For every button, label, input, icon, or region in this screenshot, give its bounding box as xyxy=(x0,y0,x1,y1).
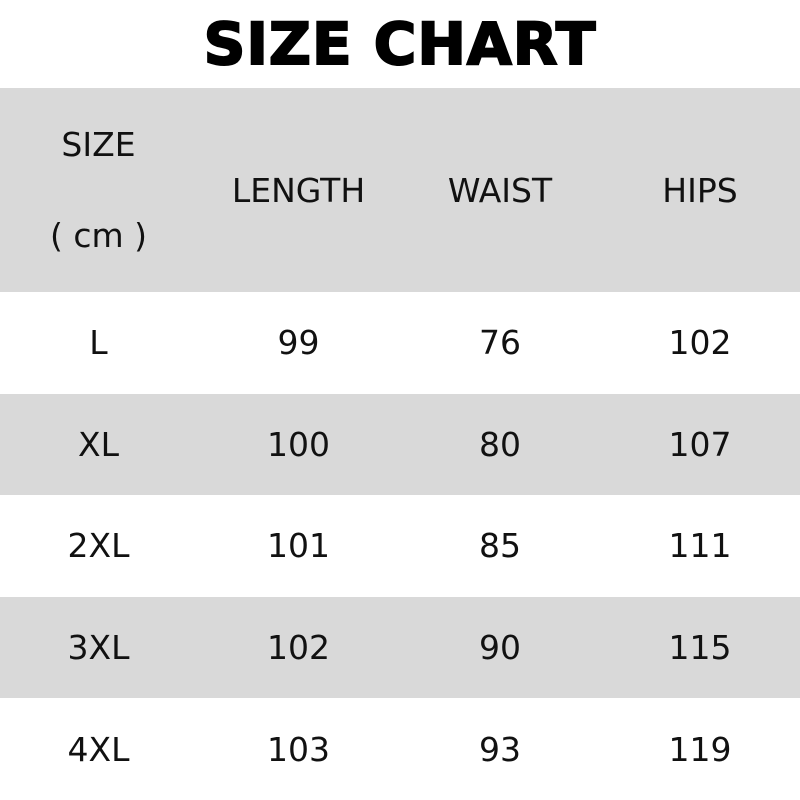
table-row: 2XL 101 85 111 xyxy=(0,495,800,597)
cell-size: 4XL xyxy=(67,729,130,769)
cell-waist: 80 xyxy=(479,424,521,464)
table-row: XL 100 80 107 xyxy=(0,393,800,496)
header-hips: HIPS xyxy=(662,170,738,210)
cell-hips: 111 xyxy=(668,526,732,566)
header-size: SIZE ( cm ) xyxy=(0,125,197,255)
cell-waist: 76 xyxy=(479,323,521,363)
cell-length: 101 xyxy=(267,526,330,566)
cell-hips: 119 xyxy=(668,729,732,769)
header-unit-label: ( cm ) xyxy=(49,216,148,255)
header-waist: WAIST xyxy=(447,170,553,210)
cell-length: 99 xyxy=(277,323,320,363)
cell-waist: 93 xyxy=(479,729,521,769)
page-title: SIZE CHART xyxy=(203,9,597,79)
cell-length: 103 xyxy=(267,729,330,769)
cell-length: 102 xyxy=(267,628,330,668)
header-length: LENGTH xyxy=(231,170,366,210)
cell-length: 100 xyxy=(267,424,330,464)
cell-size: L xyxy=(89,323,108,363)
table-row: 3XL 102 90 115 xyxy=(0,596,800,699)
table-row: 4XL 103 93 119 xyxy=(0,698,800,800)
size-table: SIZE ( cm ) LENGTH WAIST HIPS L 99 76 102 XL… xyxy=(0,88,800,800)
table-header: SIZE ( cm ) LENGTH WAIST HIPS xyxy=(0,88,800,292)
cell-size: XL xyxy=(78,424,119,464)
cell-waist: 85 xyxy=(479,526,521,566)
cell-hips: 102 xyxy=(668,323,732,363)
cell-hips: 107 xyxy=(668,424,732,464)
cell-size: 3XL xyxy=(67,628,130,668)
table-row: L 99 76 102 xyxy=(0,292,800,394)
cell-size: 2XL xyxy=(67,526,130,566)
header-size-label: SIZE xyxy=(61,125,136,164)
cell-hips: 115 xyxy=(668,628,732,668)
cell-waist: 90 xyxy=(479,628,521,668)
